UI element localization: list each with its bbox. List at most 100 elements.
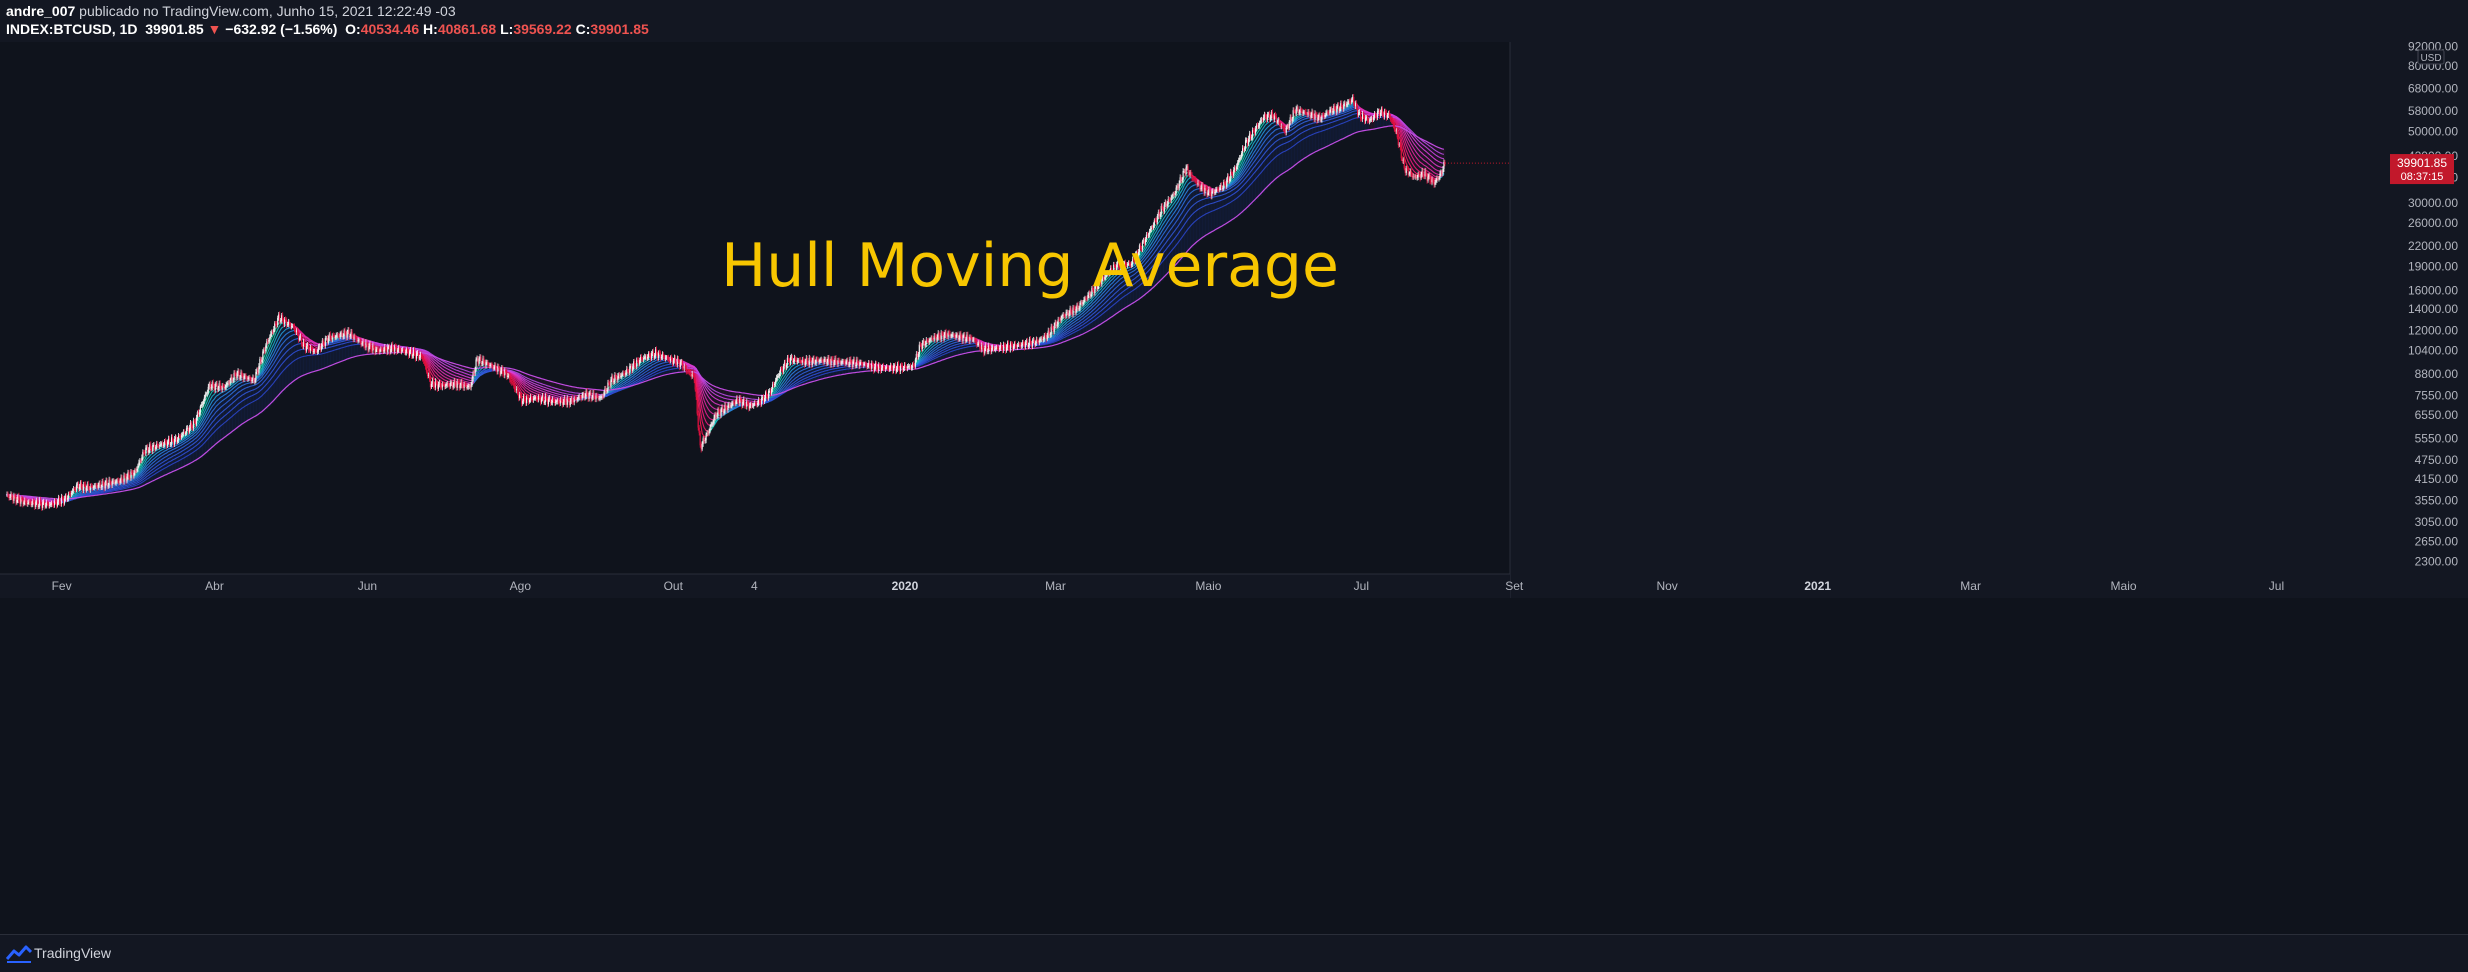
candle-body <box>174 439 175 445</box>
candle-body <box>112 482 113 486</box>
candle-body <box>1277 122 1278 123</box>
candle-body <box>766 392 767 396</box>
candle-body <box>202 404 203 405</box>
candle-body <box>251 380 252 381</box>
symbol-label[interactable]: INDEX:BTCUSD, 1D <box>6 21 137 37</box>
candle-body <box>1385 111 1386 113</box>
candle-body <box>399 348 400 351</box>
candle-body <box>487 362 488 365</box>
time-tick-label: Maio <box>1195 579 1221 593</box>
chart-title: Hull Moving Average <box>721 231 1339 301</box>
candle-body <box>1013 346 1014 349</box>
candle-body <box>419 357 420 358</box>
candle-body <box>827 362 828 364</box>
candle-body <box>929 340 930 342</box>
candle-body <box>800 360 801 362</box>
candle-body <box>16 500 17 503</box>
candle-body <box>747 401 748 404</box>
candle-body <box>429 375 430 379</box>
candle-body <box>932 338 933 339</box>
candle-body <box>1157 216 1158 222</box>
candle-body <box>848 365 849 366</box>
candle-body <box>1065 313 1066 317</box>
ribbon-fill-segment <box>250 378 253 419</box>
candle-body <box>1182 180 1183 181</box>
candle-body <box>1082 302 1083 304</box>
candle-body <box>211 387 212 388</box>
candle-body <box>742 402 743 406</box>
candle-body <box>555 402 556 403</box>
candle-body <box>363 342 364 347</box>
candle-body <box>775 381 776 384</box>
candle-body <box>1275 115 1276 117</box>
candle-body <box>1404 160 1405 169</box>
candle-body <box>572 398 573 402</box>
candle-body <box>585 396 586 398</box>
candle-body <box>152 445 153 451</box>
candle-body <box>656 349 657 354</box>
candle-body <box>121 477 122 481</box>
candle-body <box>1237 163 1238 167</box>
candle-body <box>455 380 456 385</box>
candle-body <box>695 380 696 389</box>
low-value: 39569.22 <box>513 21 571 37</box>
candle-body <box>373 345 374 348</box>
candle-body <box>423 359 424 361</box>
price-tick-label: 2650.00 <box>2415 535 2459 549</box>
candle-body <box>1008 343 1009 349</box>
candle-body <box>822 360 823 362</box>
tradingview-brand[interactable]: TradingView <box>34 945 111 961</box>
candle-body <box>328 338 329 343</box>
low-label: L: <box>500 21 513 37</box>
candle-body <box>977 344 978 345</box>
candle-body <box>433 380 434 386</box>
candle-body <box>911 368 912 369</box>
candle-body <box>1432 179 1433 182</box>
candle-body <box>587 391 588 395</box>
candle-body <box>457 381 458 388</box>
candle-body <box>937 337 938 340</box>
candle-body <box>25 500 26 503</box>
candle-body <box>900 365 901 371</box>
candle-body <box>577 399 578 400</box>
candle-body <box>608 382 609 383</box>
candle-body <box>220 383 221 387</box>
candle-body <box>857 360 858 363</box>
candle-body <box>110 480 111 483</box>
close-label: C: <box>576 21 591 37</box>
candle-body <box>993 347 994 350</box>
price-chart[interactable]: 92000.0080000.0068000.0058000.0050000.00… <box>0 42 2468 932</box>
candle-body <box>546 396 547 400</box>
candle-body <box>361 343 362 344</box>
tradingview-logo-icon[interactable] <box>6 943 32 963</box>
candle-body <box>771 389 772 394</box>
candle-body <box>422 357 423 359</box>
price-tick-label: 50000.00 <box>2408 125 2458 139</box>
time-tick-label: Abr <box>205 579 224 593</box>
candle-body <box>62 497 63 499</box>
candle-body <box>182 433 183 435</box>
candle-body <box>1361 119 1362 120</box>
candle-body <box>249 378 250 379</box>
candle-body <box>1325 113 1326 115</box>
candle-body <box>254 381 255 382</box>
candle-body <box>325 338 326 346</box>
candle-body <box>1229 179 1230 182</box>
candle-body <box>502 368 503 375</box>
candle-body <box>1267 115 1268 120</box>
candle-body <box>536 398 537 400</box>
candle-body <box>40 500 41 504</box>
candle-body <box>359 340 360 342</box>
candle-body <box>580 397 581 398</box>
author-name[interactable]: andre_007 <box>6 3 75 19</box>
candle-body <box>1219 187 1220 190</box>
last-price: 39901.85 <box>145 21 203 37</box>
candle-body <box>578 397 579 398</box>
candle-body <box>297 330 298 333</box>
candle-body <box>466 385 467 388</box>
candle-body <box>948 332 949 333</box>
price-tick-label: 14000.00 <box>2408 302 2458 316</box>
candle-body <box>625 373 626 375</box>
time-tick-label: Jul <box>2269 579 2284 593</box>
